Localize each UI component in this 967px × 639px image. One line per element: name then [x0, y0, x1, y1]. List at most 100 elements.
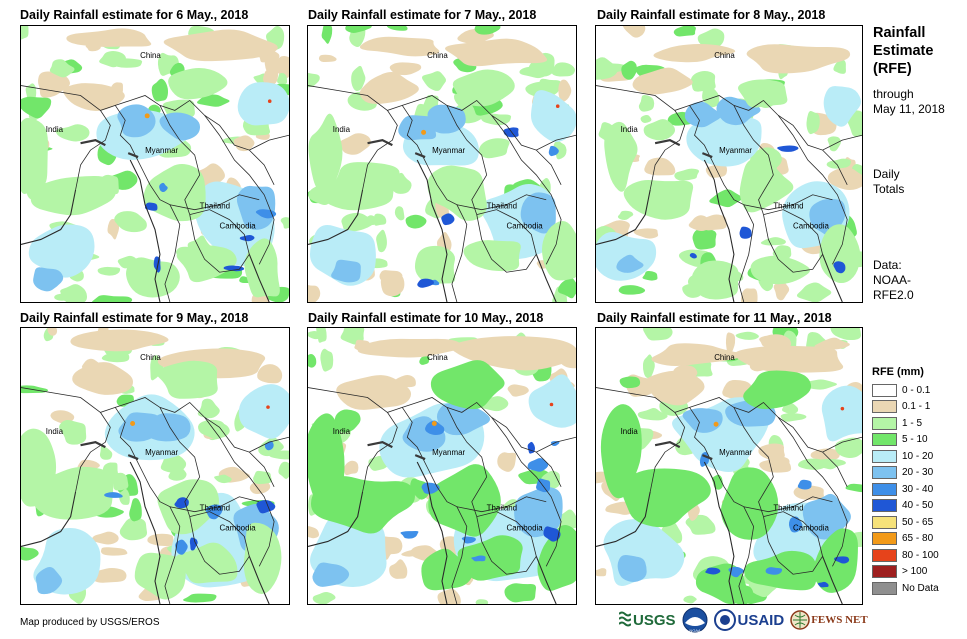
- rain-zone: [168, 67, 228, 100]
- rain-cell: [21, 546, 39, 561]
- legend-item: 0 - 0.1: [872, 382, 939, 399]
- usaid-seal-icon: [713, 609, 736, 631]
- panel-title-1: Daily Rainfall estimate for 6 May., 2018: [20, 8, 249, 22]
- map-label-india: India: [621, 125, 639, 134]
- country-border: [204, 417, 275, 567]
- country-border: [689, 407, 755, 604]
- legend-swatch: [872, 548, 897, 562]
- rain-cell: [741, 288, 758, 302]
- country-border: [308, 387, 576, 453]
- rain-cell: [643, 119, 676, 141]
- rain-cell: [308, 284, 321, 302]
- country-border: [401, 105, 468, 302]
- rain-cell: [621, 60, 637, 80]
- rain-cell: [257, 364, 283, 384]
- rain-core: [174, 497, 189, 509]
- rain-cell: [519, 66, 553, 79]
- country-border: [114, 105, 181, 302]
- legend-swatch: [872, 449, 897, 463]
- rain-cell: [551, 62, 576, 77]
- rain-cell: [233, 135, 255, 152]
- rain-cell: [47, 328, 58, 336]
- rain-zone: [739, 157, 794, 213]
- usgs-wave-icon: [619, 611, 631, 627]
- country-border: [401, 407, 468, 604]
- country-border: [114, 407, 181, 604]
- noaa-logo: NOAA: [682, 607, 708, 633]
- rain-core: [705, 567, 721, 575]
- rain-cell: [308, 354, 317, 368]
- rain-peak: [130, 420, 136, 426]
- country-border: [689, 105, 755, 302]
- legend-rows: 0 - 0.1 0.1 - 1 1 - 5 5 - 10 10 - 20 20 - 30 3…: [872, 382, 939, 597]
- rfe-legend: RFE (mm) 0 - 0.1 0.1 - 1 1 - 5 5 - 10 10 - 2…: [872, 366, 939, 597]
- legend-item: 80 - 100: [872, 547, 939, 564]
- sidebar-data-line2: NOAA-: [873, 273, 912, 287]
- rain-cell: [814, 337, 850, 350]
- rain-cell: [21, 26, 29, 40]
- rain-cell: [308, 526, 320, 539]
- legend-title: RFE (mm): [872, 366, 924, 378]
- rain-cell: [617, 210, 634, 220]
- country-border: [75, 110, 111, 190]
- rain-zone: [604, 121, 638, 192]
- country-border: [169, 194, 260, 211]
- rain-cell: [725, 332, 736, 354]
- legend-swatch: [872, 416, 897, 430]
- rain-cell: [622, 26, 646, 38]
- rain-core: [739, 226, 752, 239]
- rain-cell: [712, 474, 723, 490]
- rain-zone: [238, 384, 289, 439]
- map-label-myanmar: Myanmar: [145, 448, 178, 457]
- rain-zone: [821, 385, 862, 442]
- rain-core: [189, 537, 198, 551]
- rain-zone: [35, 567, 63, 595]
- rain-core: [527, 441, 535, 454]
- rain-core: [788, 516, 803, 533]
- rain-zone: [823, 86, 861, 127]
- coastline: [596, 461, 843, 604]
- map-label-myanmar: Myanmar: [719, 448, 752, 457]
- rain-zone: [430, 360, 505, 410]
- rain-cell: [558, 79, 572, 102]
- map-label-china: China: [427, 353, 448, 362]
- rain-zone: [312, 562, 350, 587]
- rain-cell: [618, 285, 646, 295]
- rain-zone: [159, 112, 201, 141]
- panel-title-3: Daily Rainfall estimate for 8 May., 2018: [597, 8, 826, 22]
- rain-zone: [528, 374, 576, 428]
- rain-zone: [643, 370, 705, 406]
- rain-zone: [452, 69, 515, 107]
- rain-zone: [651, 343, 744, 366]
- rain-peak: [555, 104, 560, 109]
- rain-core: [548, 145, 559, 157]
- map-label-myanmar: Myanmar: [145, 146, 178, 155]
- rain-cell: [316, 328, 327, 343]
- rain-zone: [126, 257, 180, 298]
- rain-zone: [66, 28, 152, 47]
- rain-zone: [359, 36, 440, 57]
- rain-cell: [702, 84, 720, 108]
- rain-core: [527, 458, 549, 472]
- rain-cell: [147, 533, 174, 547]
- rain-cell: [553, 140, 567, 160]
- country-border: [743, 496, 833, 513]
- map-label-cambodia: Cambodia: [220, 524, 257, 533]
- panel-title-6: Daily Rainfall estimate for 11 May., 201…: [597, 311, 832, 325]
- rain-core: [471, 555, 486, 562]
- sidebar-data-line1: Data:: [873, 258, 902, 272]
- usaid-logo: USAID: [713, 607, 784, 633]
- legend-swatch: [872, 466, 897, 480]
- rain-cell: [119, 517, 148, 541]
- rain-zone: [750, 255, 811, 285]
- rain-cell: [321, 26, 333, 44]
- noaa-logo-text: NOAA: [689, 628, 701, 633]
- sidebar-data-source: Data: NOAA- RFE2.0: [873, 258, 914, 303]
- river-feature: [367, 139, 426, 159]
- rain-cell: [389, 559, 408, 579]
- rain-zone: [445, 38, 548, 67]
- rain-core: [144, 202, 158, 211]
- rain-zone: [308, 413, 345, 515]
- rain-cell: [197, 94, 230, 107]
- rain-zone: [737, 79, 788, 108]
